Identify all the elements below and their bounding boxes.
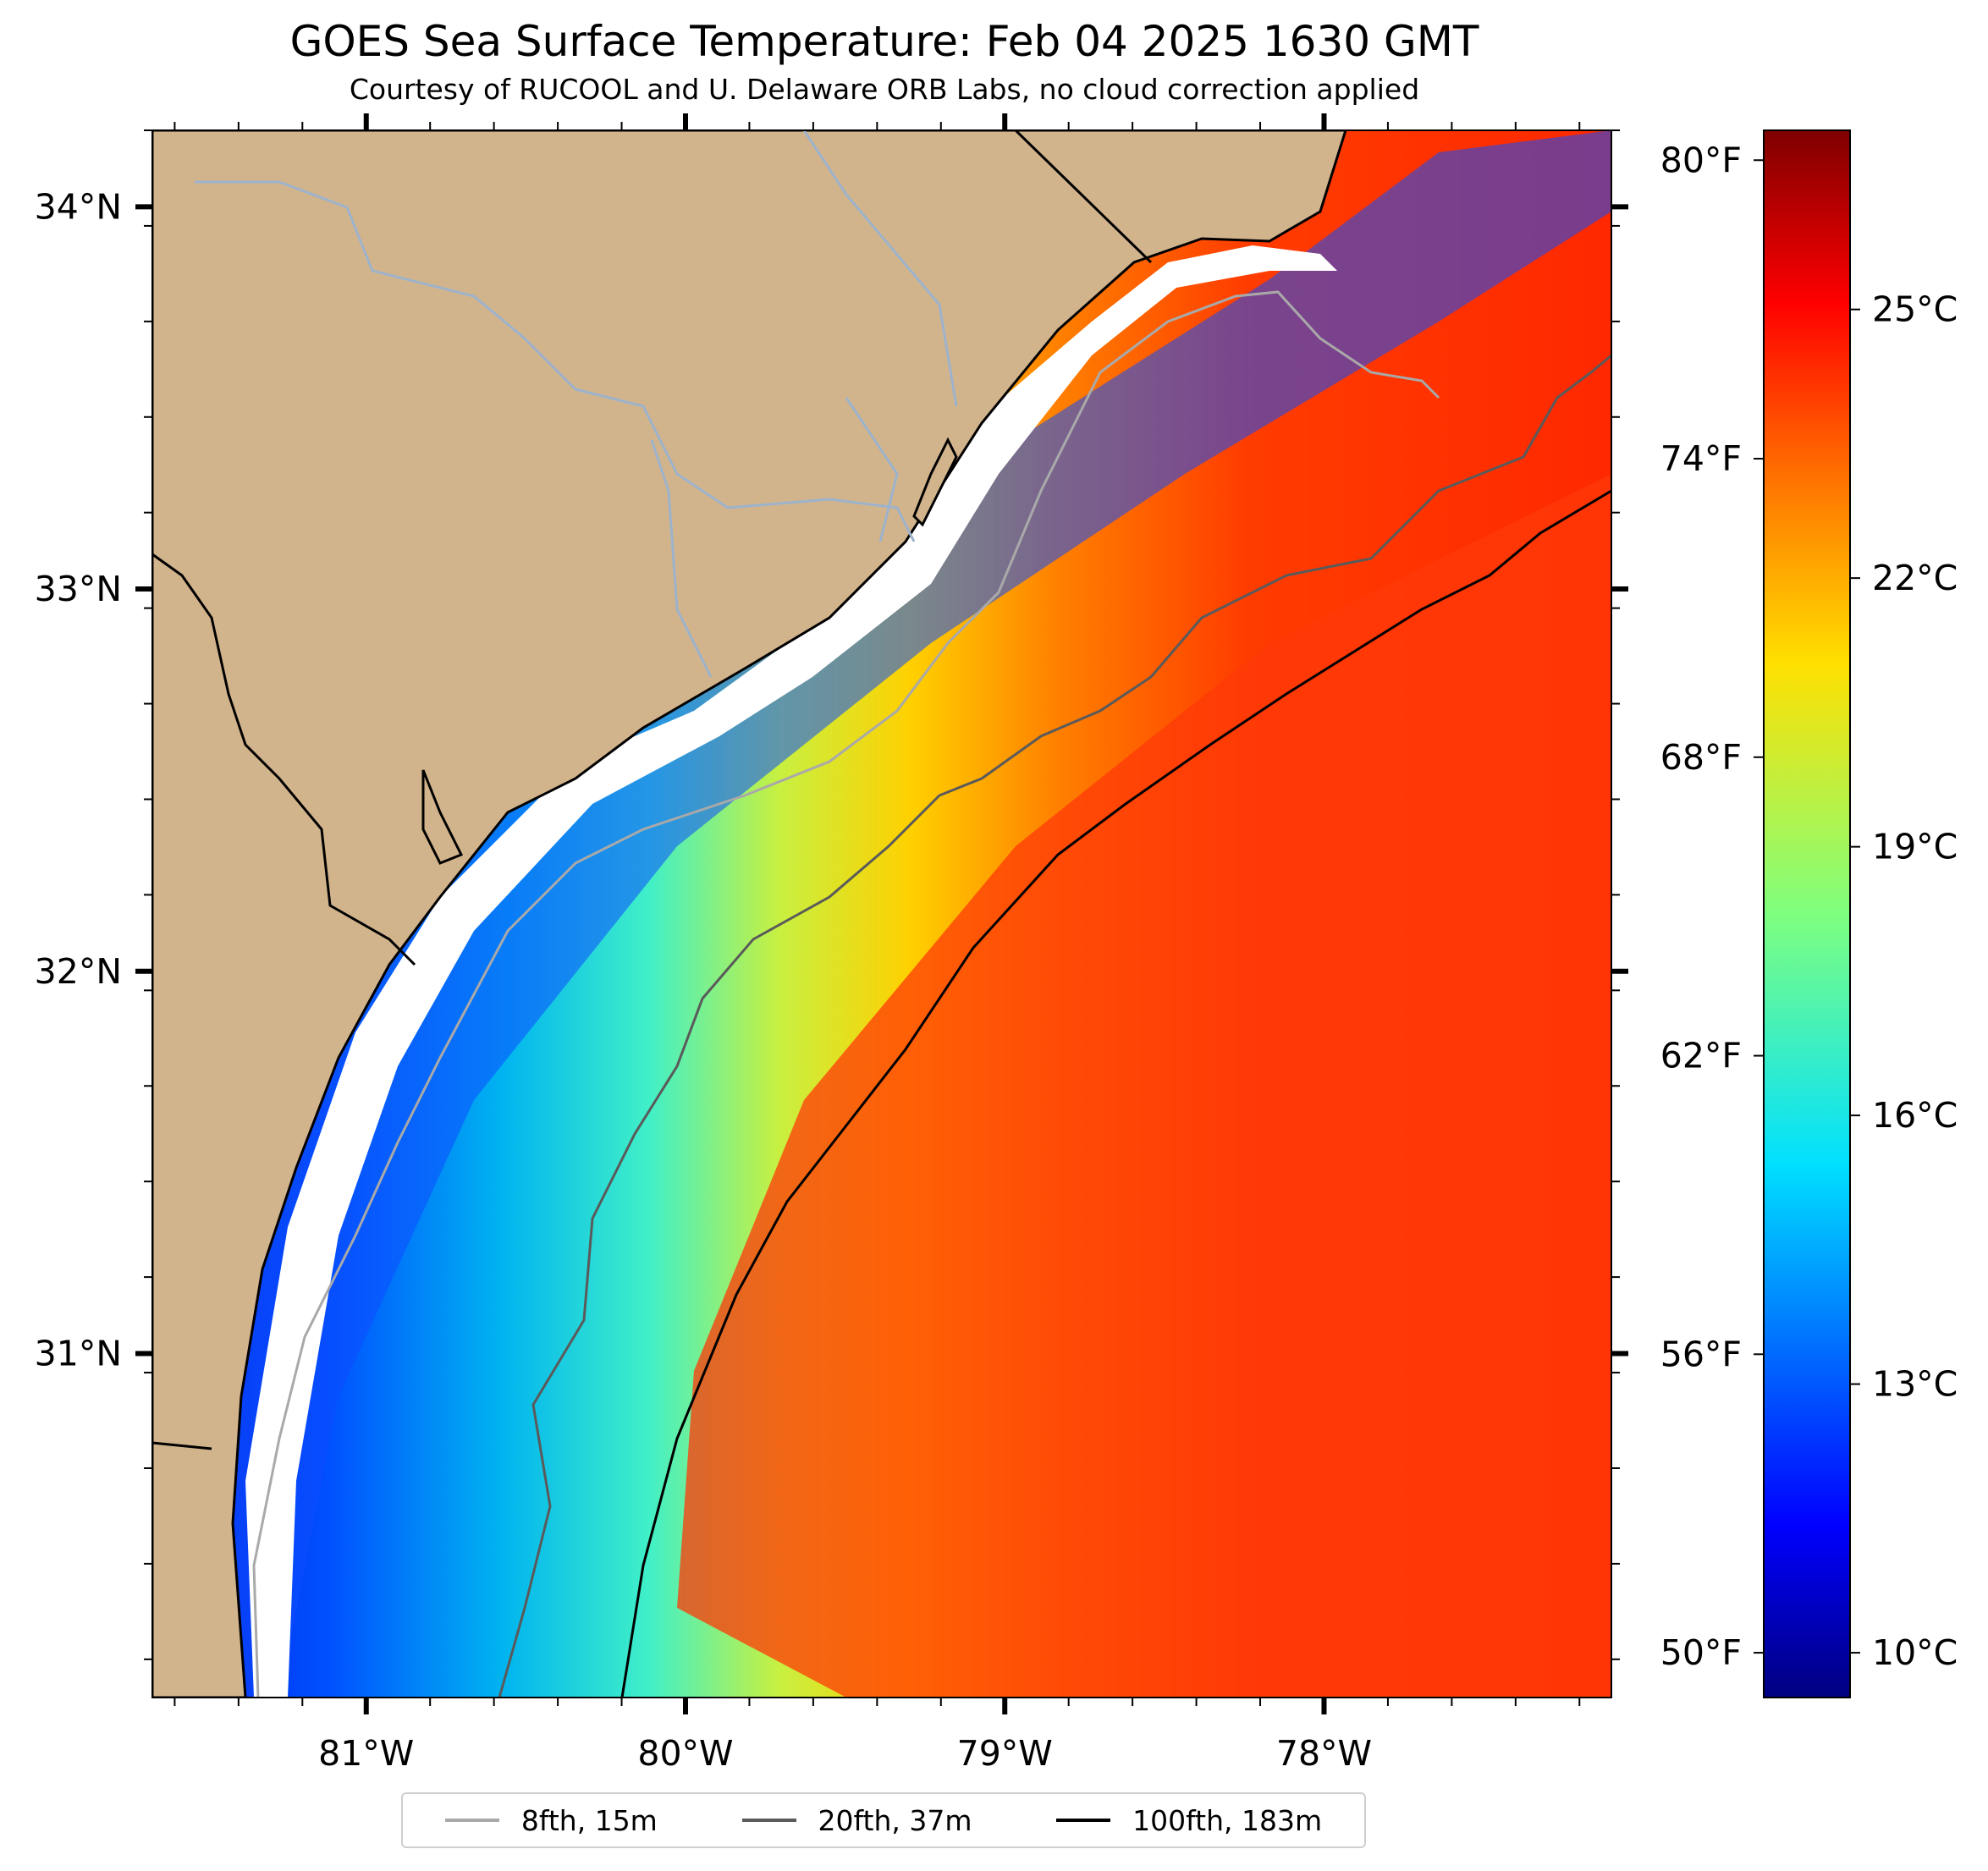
lat-tick-label: 31°N: [35, 1333, 122, 1373]
state-boundary-ga-fl: [152, 1441, 212, 1450]
legend-line: [741, 1819, 796, 1822]
lat-tick-label: 33°N: [35, 569, 122, 609]
map-frame: [151, 129, 1612, 1698]
isobath-8fth: [252, 290, 1440, 1698]
map-subtitle: Courtesy of RUCOOL and U. Delaware ORB L…: [349, 73, 1420, 106]
legend-line: [444, 1819, 499, 1822]
isobath-20fth: [498, 354, 1611, 1698]
fahrenheit-tick-label: 56°F: [1660, 1334, 1742, 1374]
legend-item-100fth: 100fth, 183m: [1056, 1804, 1322, 1837]
colorbar: [1763, 129, 1851, 1698]
lon-tick-label: 78°W: [1276, 1733, 1372, 1774]
lon-tick-label: 79°W: [957, 1733, 1053, 1774]
river: [650, 439, 713, 678]
celsius-tick-label: 16°C: [1872, 1095, 1958, 1136]
legend-line: [1056, 1819, 1111, 1822]
land-mass: [152, 130, 1347, 1698]
gulf-stream-core: [677, 474, 1611, 1698]
celsius-tick-label: 10°C: [1872, 1632, 1958, 1673]
isobath-100fth: [620, 489, 1611, 1698]
celsius-tick-label: 19°C: [1872, 827, 1958, 867]
legend-item-8fth: 8fth, 15m: [444, 1803, 658, 1837]
lon-tick-label: 81°W: [318, 1733, 414, 1774]
lat-tick-label: 32°N: [35, 951, 122, 992]
lon-tick-label: 80°W: [637, 1733, 733, 1774]
legend-label: 8fth, 15m: [520, 1803, 658, 1837]
isobath-legend: 8fth, 15m 20fth, 37m 100fth, 183m: [401, 1792, 1366, 1848]
legend-item-20fth: 20fth, 37m: [741, 1803, 972, 1837]
map-title: GOES Sea Surface Temperature: Feb 04 202…: [289, 17, 1479, 66]
legend-label: 20fth, 37m: [818, 1803, 972, 1837]
celsius-tick-label: 22°C: [1872, 558, 1958, 598]
colorbar-ticks: 10°C 13°C 16°C 19°C 22°C 25°C 50°F 56°F 62°F 68°F…: [1660, 140, 1958, 1673]
barrier-island: [912, 437, 958, 527]
river: [195, 180, 916, 542]
sea-island: [421, 769, 464, 865]
celsius-tick-label: 13°C: [1872, 1364, 1958, 1405]
fahrenheit-tick-label: 62°F: [1660, 1036, 1742, 1076]
fahrenheit-tick-label: 68°F: [1660, 737, 1742, 778]
map-axes: 81°W 80°W 79°W 78°W 34°N 33°N 32°N 31°N: [35, 113, 1628, 1774]
fahrenheit-tick-label: 80°F: [1660, 140, 1742, 180]
fahrenheit-tick-label: 50°F: [1660, 1632, 1742, 1673]
river: [845, 397, 899, 542]
lat-tick-label: 34°N: [35, 186, 122, 227]
fahrenheit-tick-label: 74°F: [1660, 438, 1742, 479]
state-boundary-nc-sc: [1014, 130, 1153, 264]
legend-label: 100fth, 183m: [1132, 1803, 1323, 1837]
river: [802, 130, 958, 407]
state-boundary-sc-ga: [152, 553, 416, 966]
celsius-tick-label: 25°C: [1872, 289, 1958, 330]
map-panel: [152, 130, 1611, 1698]
